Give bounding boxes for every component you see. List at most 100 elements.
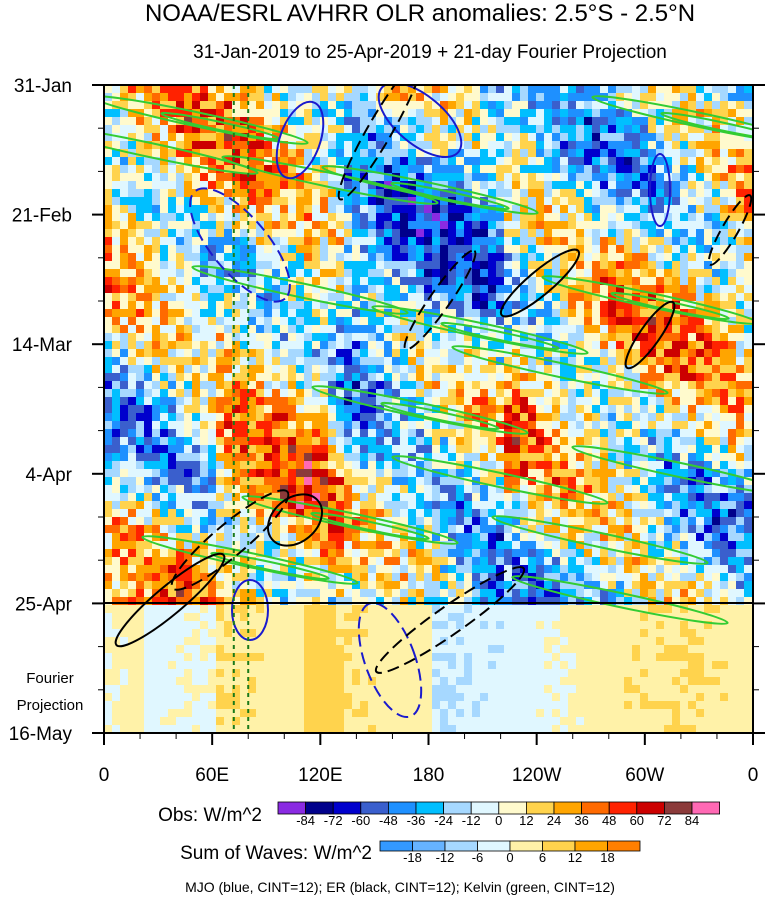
heatmap-cell bbox=[120, 269, 129, 278]
heatmap-cell bbox=[160, 421, 169, 430]
heatmap-cell bbox=[288, 397, 297, 406]
heatmap-cell bbox=[424, 525, 433, 534]
heatmap-cell bbox=[440, 437, 449, 446]
heatmap-cell bbox=[216, 173, 225, 182]
heatmap-cell bbox=[624, 261, 633, 270]
heatmap-cell bbox=[488, 453, 497, 462]
heatmap-cell bbox=[672, 141, 681, 150]
heatmap-cell bbox=[672, 565, 681, 574]
heatmap-cell bbox=[112, 557, 121, 566]
heatmap-cell bbox=[696, 309, 705, 318]
heatmap-cell bbox=[184, 493, 193, 502]
heatmap-cell bbox=[464, 501, 473, 510]
heatmap-cell bbox=[400, 557, 409, 566]
heatmap-cell bbox=[272, 93, 281, 102]
heatmap-cell bbox=[536, 189, 545, 198]
heatmap-cell bbox=[104, 453, 113, 462]
heatmap-cell bbox=[200, 453, 209, 462]
heatmap-cell bbox=[264, 173, 273, 182]
heatmap-cell bbox=[512, 229, 521, 238]
heatmap-cell bbox=[312, 229, 321, 238]
heatmap-cell bbox=[160, 349, 169, 358]
heatmap-cell bbox=[272, 429, 281, 438]
heatmap-cell bbox=[392, 229, 401, 238]
heatmap-cell bbox=[160, 461, 169, 470]
heatmap-cell bbox=[688, 429, 697, 438]
heatmap-cell bbox=[616, 101, 625, 110]
heatmap-cell bbox=[544, 309, 553, 318]
heatmap-cell bbox=[600, 429, 609, 438]
heatmap-cell bbox=[584, 125, 593, 134]
heatmap-cell bbox=[128, 533, 137, 542]
heatmap-cell bbox=[512, 493, 521, 502]
heatmap-cell bbox=[432, 333, 441, 342]
heatmap-cell bbox=[688, 165, 697, 174]
heatmap-cell bbox=[368, 253, 377, 262]
heatmap-cell bbox=[704, 197, 713, 206]
heatmap-cell bbox=[592, 405, 601, 414]
heatmap-cell bbox=[648, 197, 657, 206]
heatmap-cell bbox=[480, 317, 489, 326]
heatmap-cell bbox=[544, 333, 553, 342]
heatmap-cell bbox=[112, 501, 121, 510]
heatmap-cell bbox=[520, 389, 529, 398]
heatmap-cell bbox=[184, 429, 193, 438]
heatmap-cell bbox=[160, 397, 169, 406]
heatmap-cell bbox=[232, 109, 241, 118]
heatmap-cell bbox=[200, 277, 209, 286]
heatmap-cell bbox=[304, 485, 313, 494]
heatmap-cell bbox=[520, 501, 529, 510]
heatmap-cell bbox=[536, 229, 545, 238]
heatmap-cell bbox=[336, 293, 345, 302]
heatmap-cell bbox=[648, 405, 657, 414]
heatmap-cell bbox=[720, 301, 729, 310]
heatmap-cell bbox=[616, 485, 625, 494]
heatmap-cell bbox=[576, 205, 585, 214]
heatmap-cell bbox=[632, 229, 641, 238]
heatmap-cell bbox=[376, 221, 385, 230]
heatmap-cell bbox=[200, 429, 209, 438]
heatmap-cell bbox=[184, 125, 193, 134]
heatmap-cell bbox=[672, 237, 681, 246]
heatmap-cell bbox=[432, 533, 441, 542]
heatmap-cell bbox=[728, 165, 737, 174]
heatmap-cell bbox=[576, 229, 585, 238]
heatmap-cell bbox=[616, 541, 625, 550]
heatmap-cell bbox=[688, 533, 697, 542]
heatmap-cell bbox=[160, 453, 169, 462]
heatmap-cell bbox=[328, 109, 337, 118]
heatmap-cell bbox=[480, 141, 489, 150]
heatmap-cell bbox=[592, 109, 601, 118]
heatmap-cell bbox=[336, 309, 345, 318]
heatmap-cell bbox=[664, 437, 673, 446]
heatmap-cell bbox=[648, 149, 657, 158]
heatmap-cell bbox=[568, 165, 577, 174]
heatmap-cell bbox=[608, 269, 617, 278]
heatmap-cell bbox=[312, 317, 321, 326]
heatmap-cell bbox=[584, 429, 593, 438]
heatmap-cell bbox=[632, 293, 641, 302]
heatmap-cell bbox=[368, 117, 377, 126]
heatmap-cell bbox=[144, 173, 153, 182]
heatmap-cell bbox=[744, 501, 753, 510]
heatmap-cell bbox=[696, 181, 705, 190]
heatmap-cell bbox=[152, 549, 161, 558]
heatmap-cell bbox=[592, 421, 601, 430]
heatmap-cell bbox=[176, 253, 185, 262]
heatmap-cell bbox=[744, 85, 753, 94]
heatmap-cell bbox=[256, 229, 265, 238]
heatmap-cell bbox=[304, 365, 313, 374]
heatmap-cell bbox=[184, 141, 193, 150]
heatmap-cell bbox=[448, 309, 457, 318]
heatmap-cell bbox=[528, 453, 537, 462]
heatmap-cell bbox=[208, 509, 217, 518]
heatmap-cell bbox=[312, 93, 321, 102]
heatmap-cell bbox=[440, 405, 449, 414]
heatmap-cell bbox=[592, 85, 601, 94]
heatmap-cell bbox=[472, 293, 481, 302]
heatmap-cell bbox=[520, 357, 529, 366]
heatmap-cell bbox=[304, 189, 313, 198]
heatmap-cell bbox=[528, 405, 537, 414]
heatmap-cell bbox=[224, 413, 233, 422]
heatmap-cell bbox=[208, 261, 217, 270]
